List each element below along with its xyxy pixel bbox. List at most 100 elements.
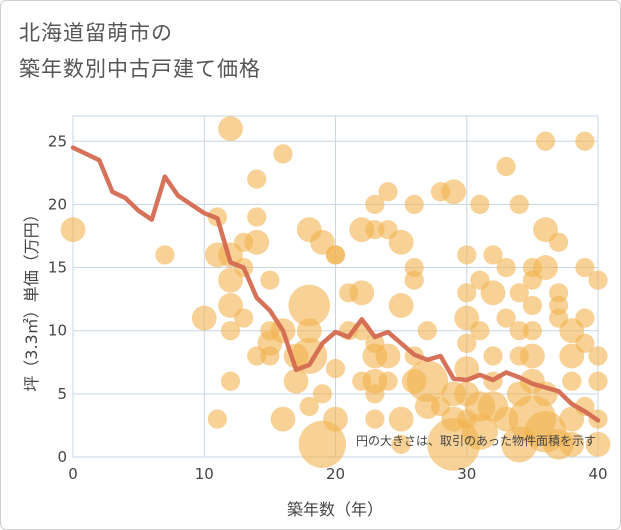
bubble-point bbox=[312, 384, 332, 404]
bubble-point bbox=[441, 179, 467, 205]
bubble-point bbox=[493, 406, 519, 432]
tick-labels: 0 10 20 30 40 0 5 10 15 20 25 bbox=[48, 132, 608, 483]
bubble-point bbox=[207, 409, 227, 429]
bubble-point bbox=[588, 371, 608, 391]
bubble-point bbox=[533, 255, 558, 280]
bubble-point bbox=[522, 295, 542, 316]
bubble-point bbox=[509, 194, 529, 215]
bubble-point bbox=[509, 321, 529, 341]
bubble-point bbox=[549, 232, 569, 252]
x-tick-label: 0 bbox=[68, 465, 78, 483]
bubble-point bbox=[501, 426, 538, 463]
bubble-point bbox=[244, 229, 270, 255]
bubble-point bbox=[234, 308, 254, 328]
bubble-point bbox=[388, 229, 414, 255]
bubble-point bbox=[461, 413, 498, 450]
bubble-point bbox=[559, 431, 585, 457]
bubble-point bbox=[417, 321, 437, 341]
y-tick-label: 10 bbox=[48, 322, 67, 340]
chart-title-line1: 北海道留萌市の bbox=[19, 21, 173, 45]
bubble-point bbox=[406, 360, 449, 403]
bubble-point bbox=[404, 194, 424, 215]
bubble-point bbox=[296, 318, 322, 344]
bubble-point bbox=[588, 270, 608, 290]
bubble-point bbox=[298, 420, 346, 468]
bubble-point bbox=[506, 381, 532, 407]
bubble-point bbox=[375, 343, 401, 369]
bubble-point bbox=[378, 182, 398, 202]
bubble-point bbox=[247, 169, 267, 189]
bubble-point bbox=[349, 280, 375, 306]
bubble-point bbox=[155, 245, 175, 265]
bubble-point bbox=[220, 321, 241, 341]
bubble-point bbox=[509, 283, 529, 303]
y-tick-label: 5 bbox=[57, 385, 67, 403]
bubble-point bbox=[273, 144, 293, 164]
trend-layer bbox=[70, 145, 601, 423]
bubble-point bbox=[585, 431, 611, 457]
bubble-point bbox=[378, 371, 398, 391]
bubble-point bbox=[483, 346, 503, 366]
bubble-point bbox=[247, 207, 267, 227]
y-tick-label: 15 bbox=[48, 259, 67, 277]
bubble-point bbox=[457, 333, 477, 353]
bubble-point bbox=[483, 245, 503, 265]
bubble-point bbox=[260, 270, 280, 290]
bubble-point bbox=[325, 358, 346, 379]
bubble-point bbox=[204, 242, 230, 268]
bubble-point bbox=[404, 270, 424, 290]
bubble-point bbox=[325, 245, 346, 265]
y-tick-label: 0 bbox=[57, 448, 67, 466]
x-tick-label: 40 bbox=[588, 465, 607, 483]
bubble-point bbox=[191, 305, 217, 331]
bubble-point bbox=[522, 321, 542, 341]
chart-title-line2: 築年数別中古戸建て価格 bbox=[19, 57, 261, 81]
x-tick-label: 30 bbox=[457, 465, 476, 483]
x-tick-label: 20 bbox=[326, 465, 345, 483]
x-axis-label: 築年数（年） bbox=[287, 500, 383, 519]
bubble-point bbox=[454, 356, 480, 381]
bubble-point bbox=[299, 396, 319, 417]
bubble-point bbox=[388, 406, 414, 432]
y-axis-label: 坪（3.3㎡）単価（万円） bbox=[22, 206, 41, 391]
bubble-point bbox=[575, 333, 595, 353]
bubble-point bbox=[457, 283, 477, 303]
bubble-point bbox=[288, 284, 331, 327]
bubble-point bbox=[470, 321, 490, 341]
bubble-point bbox=[575, 131, 595, 151]
average-trend-line bbox=[70, 145, 601, 423]
bubble-point bbox=[365, 220, 385, 240]
bubble-point bbox=[283, 368, 309, 394]
x-tick-label: 10 bbox=[195, 465, 214, 483]
bubble-point bbox=[414, 394, 440, 419]
bubble-point bbox=[365, 194, 385, 215]
bubble-point bbox=[323, 406, 348, 432]
bubble-point bbox=[441, 381, 467, 407]
bubble-point bbox=[496, 308, 516, 328]
bubble-point bbox=[247, 346, 267, 366]
bubble-point bbox=[365, 409, 385, 429]
bubble-point bbox=[391, 434, 411, 454]
bubble-point bbox=[588, 346, 608, 366]
bubble-point bbox=[535, 131, 556, 151]
bubble-point bbox=[575, 308, 595, 328]
bubble-point bbox=[470, 194, 490, 215]
bubble-point bbox=[519, 343, 545, 369]
y-tick-label: 25 bbox=[48, 132, 67, 150]
bubble-point bbox=[218, 116, 243, 142]
bubble-point bbox=[575, 257, 595, 278]
y-tick-label: 20 bbox=[48, 195, 67, 213]
bubble-point bbox=[480, 280, 506, 306]
bubble-point bbox=[457, 245, 477, 265]
bubble-point bbox=[496, 257, 516, 278]
bubble-point bbox=[220, 371, 241, 391]
bubble-point bbox=[365, 384, 385, 404]
bubble-point bbox=[270, 406, 296, 432]
bubble-point bbox=[562, 371, 582, 391]
bubble-point bbox=[388, 293, 414, 318]
bubble-point bbox=[218, 267, 243, 293]
bubble-layer bbox=[60, 116, 611, 471]
bubble-point bbox=[260, 346, 280, 366]
